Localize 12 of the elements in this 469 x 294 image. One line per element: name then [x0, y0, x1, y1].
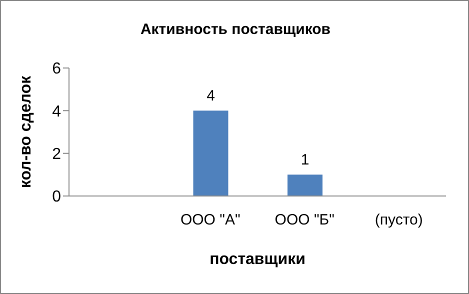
y-tick-label: 4: [52, 103, 62, 120]
x-tick-label: ООО "А": [180, 212, 240, 229]
data-label: 1: [300, 152, 310, 169]
y-axis-title: кол-во сделок: [18, 74, 35, 188]
data-label: 4: [206, 88, 215, 105]
x-tick-label: ООО "Б": [274, 212, 334, 229]
x-axis-title: поставщики: [210, 251, 306, 268]
chart-title: Активность поставщиков: [139, 21, 332, 38]
y-tick-label: 0: [52, 188, 62, 206]
y-tick-label: 2: [52, 146, 62, 164]
y-tick-label: 6: [52, 60, 62, 78]
x-tick-label: (пусто): [374, 212, 423, 229]
